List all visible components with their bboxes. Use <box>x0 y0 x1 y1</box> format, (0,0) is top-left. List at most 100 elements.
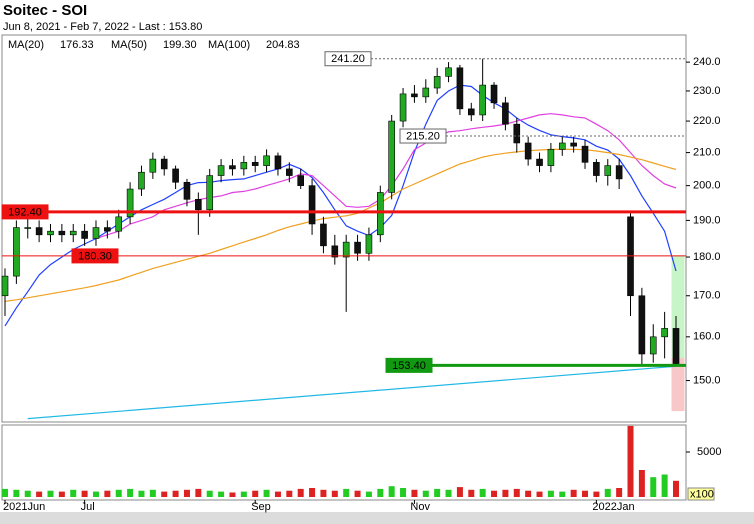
candle-body <box>115 216 123 232</box>
candle-body <box>58 230 66 236</box>
volume-bar <box>70 489 77 497</box>
candle-body <box>388 120 395 193</box>
volume-bar <box>547 490 554 497</box>
volume-bar <box>434 488 441 497</box>
volume-bar <box>673 480 679 497</box>
volume-unit: x100 <box>690 488 714 500</box>
candle-body <box>661 328 668 338</box>
candle-body <box>206 175 214 211</box>
volume-bar <box>570 489 577 497</box>
y-tick-label: 170.0 <box>693 290 721 302</box>
volume-bar <box>456 487 463 497</box>
volume-bar <box>81 490 88 497</box>
x-tick-label: 2021Jun <box>3 501 45 513</box>
candle-body <box>251 162 259 166</box>
candle-body <box>47 230 54 236</box>
volume-bar <box>638 470 645 497</box>
volume-bar <box>240 491 247 497</box>
candle-body <box>524 142 532 160</box>
volume-bar <box>127 488 134 497</box>
volume-bar <box>161 491 168 497</box>
x-tick-label: 2022Jan <box>592 501 634 513</box>
volume-bar <box>400 488 407 497</box>
level-label: 180.30 <box>78 250 112 262</box>
candle-body <box>217 165 225 176</box>
y-tick-label: 230.0 <box>693 85 721 97</box>
candle-body <box>24 227 32 229</box>
candle-body <box>286 168 293 176</box>
candle-body <box>274 155 282 170</box>
trendline <box>27 365 677 420</box>
candle-body <box>104 227 111 232</box>
volume-bar <box>36 491 43 497</box>
level-label-box <box>385 357 433 373</box>
volume-bar <box>297 488 304 497</box>
candle-body <box>456 67 464 110</box>
volume-bar <box>149 489 156 497</box>
volume-bar <box>593 491 600 497</box>
volume-bar <box>513 488 520 497</box>
volume-bar <box>502 489 509 497</box>
candle-body <box>422 87 430 98</box>
candle-body <box>92 227 100 239</box>
candle-body <box>399 93 407 122</box>
volume-bar <box>229 492 236 497</box>
candle-body <box>354 241 361 254</box>
candle-body <box>638 295 646 355</box>
candle-body <box>149 158 157 173</box>
volume-bar <box>582 490 589 497</box>
level-label-box <box>399 128 447 144</box>
x-tick-label: Nov <box>410 501 430 513</box>
volume-bar <box>286 490 293 497</box>
moving-average-line <box>4 84 677 327</box>
candle-body <box>558 142 566 150</box>
volume-bar <box>47 490 54 497</box>
volume-bar <box>445 489 452 497</box>
volume-bar <box>661 474 668 497</box>
level-label-box <box>324 51 372 67</box>
chart-subtitle: Jun 8, 2021 - Feb 7, 2022 - Last : 153.8… <box>3 21 202 33</box>
volume-bar <box>559 491 566 497</box>
volume-bar <box>525 490 532 497</box>
volume-bar <box>650 477 657 497</box>
candle-body <box>297 175 304 186</box>
y-tick-label: 150.0 <box>693 374 721 386</box>
candle-body <box>69 230 77 236</box>
candle-body <box>263 155 270 166</box>
volume-bar <box>491 490 498 497</box>
volume-bar <box>92 491 99 497</box>
volume-bar <box>365 491 372 497</box>
y-tick-label: 160.0 <box>693 331 721 343</box>
candle-body <box>320 223 327 247</box>
volume-bar <box>206 490 213 497</box>
volume-bar <box>422 490 429 497</box>
y-tick-label: 220.0 <box>693 115 721 127</box>
candle-body <box>35 227 43 236</box>
legend-value: 199.30 <box>163 39 197 51</box>
x-tick-label: Sep <box>251 501 271 513</box>
volume-bar <box>354 490 361 497</box>
candle-body <box>308 185 316 225</box>
x-tick-label: Jul <box>81 501 95 513</box>
candle-body <box>467 108 475 116</box>
legend-name: MA(20) <box>8 39 44 51</box>
volume-bar <box>24 490 31 497</box>
volume-bar <box>604 488 611 497</box>
volume-bar <box>343 488 350 497</box>
volume-bar <box>2 488 8 497</box>
candle-body <box>195 199 202 211</box>
volume-bar <box>536 491 543 497</box>
candle-body <box>490 84 498 104</box>
candle-body <box>81 230 88 239</box>
legend-name: MA(50) <box>111 39 147 51</box>
level-label-box <box>1 204 49 220</box>
candle-body <box>479 84 486 116</box>
candle-body <box>513 123 521 144</box>
candle-body <box>342 241 350 258</box>
candle-body <box>13 227 20 277</box>
candle-body <box>411 93 418 98</box>
volume-bar <box>138 490 145 497</box>
volume-bar <box>377 488 384 497</box>
volume-bar <box>218 491 225 497</box>
level-label: 153.40 <box>392 360 426 372</box>
